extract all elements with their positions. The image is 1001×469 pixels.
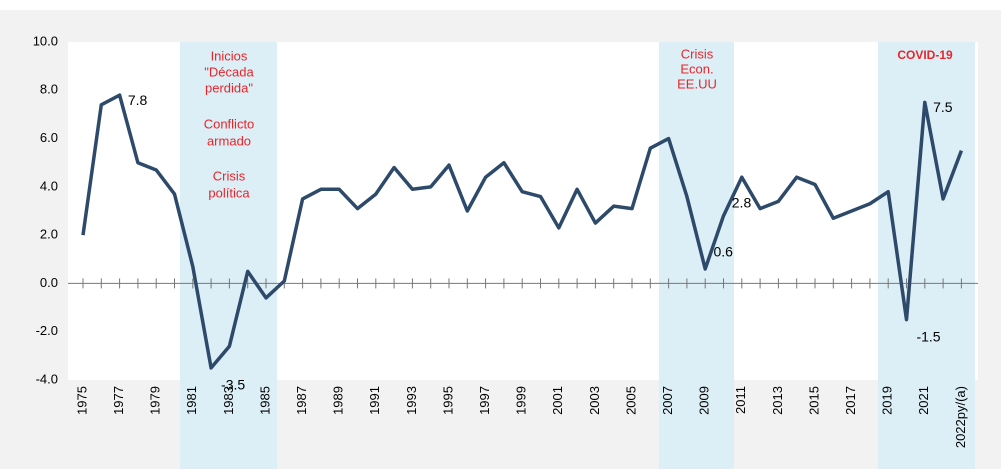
data-label: 7.5 <box>933 99 953 115</box>
x-tick-label: 2001 <box>550 386 565 415</box>
x-tick-label: 2013 <box>770 386 785 415</box>
x-tick-label: 2011 <box>733 386 748 414</box>
y-tick-label: 4.0 <box>40 178 58 193</box>
y-tick-label: 6.0 <box>40 130 58 145</box>
y-tick-label: 0.0 <box>40 275 58 290</box>
data-label: 0.6 <box>713 244 733 260</box>
x-tick-label: 2017 <box>843 386 858 415</box>
x-tick-label: 1975 <box>74 386 89 415</box>
y-tick-label: 8.0 <box>40 82 58 97</box>
x-tick-label: 2009 <box>697 386 712 415</box>
data-label: 2.8 <box>732 195 752 211</box>
x-tick-label: 1981 <box>184 386 199 415</box>
annotation: COVID-19 <box>897 48 953 62</box>
x-tick-label: 2005 <box>623 386 638 415</box>
x-tick-label: 1989 <box>331 386 346 415</box>
y-tick-label: -4.0 <box>36 371 58 386</box>
annotation: perdida" <box>205 80 253 95</box>
x-tick-label: 1995 <box>440 386 455 415</box>
x-tick-label: 1979 <box>148 386 163 415</box>
data-label: -3.5 <box>221 377 245 393</box>
x-tick-label: 2021 <box>916 386 931 415</box>
line <box>81 93 964 370</box>
x-tick-label: 2007 <box>660 386 675 415</box>
data-label: -1.5 <box>916 328 940 344</box>
x-tick-label: 2019 <box>880 386 895 415</box>
x-tick-label: 2003 <box>587 386 602 415</box>
x-tick-label: 2022py/(a) <box>953 386 968 448</box>
x-tick-label: 1997 <box>477 386 492 415</box>
annotation: armado <box>207 133 251 148</box>
shade-band <box>180 42 277 469</box>
annotation: Econ. <box>680 61 713 76</box>
x-tick-label: 1977 <box>111 386 126 415</box>
x-tick-label: 1985 <box>257 386 272 415</box>
x-tick-label: 1993 <box>404 386 419 415</box>
annotation: Conflicto <box>204 116 255 131</box>
x-tick-label: 2015 <box>806 386 821 415</box>
y-tick-label: 2.0 <box>40 227 58 242</box>
annotation: Inicios <box>211 48 248 63</box>
x-tick-label: 1991 <box>367 386 382 415</box>
annotation: "Década <box>204 64 254 79</box>
data-label: 7.8 <box>128 92 148 108</box>
x-tick-label: 1999 <box>514 386 529 415</box>
annotation: Crisis <box>681 46 714 61</box>
x-tick-label: 1987 <box>294 386 309 415</box>
annotation: Crisis <box>213 168 246 183</box>
annotation: EE.UU <box>677 76 717 91</box>
shade-band <box>659 42 734 469</box>
x-tick-label: 1983 <box>221 386 236 415</box>
y-tick-label: 10.0 <box>33 33 58 48</box>
y-tick-label: -2.0 <box>36 323 58 338</box>
annotation: política <box>208 185 250 200</box>
